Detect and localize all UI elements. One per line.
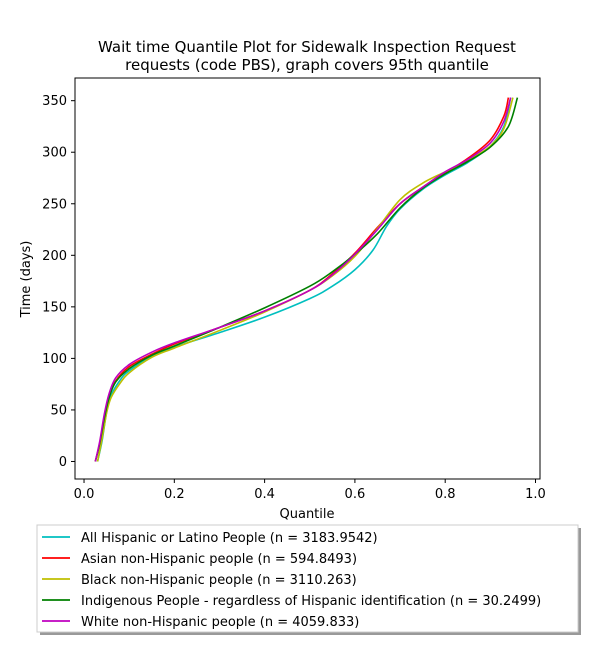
y-tick-label: 0: [59, 455, 67, 470]
y-tick-label: 250: [42, 197, 67, 212]
series-line-3: [94, 97, 519, 462]
x-axis-label: Quantile: [280, 507, 335, 522]
series-line-1: [94, 97, 510, 462]
x-axis: 0.0 0.2 0.4 0.6 0.8 1.0: [74, 479, 546, 502]
series-line-0: [96, 97, 512, 462]
legend-box: [36, 524, 579, 633]
y-tick-label: 150: [42, 300, 67, 315]
legend-label-3: Indigenous People - regardless of Hispan…: [81, 594, 541, 609]
y-axis-label: Time (days): [19, 241, 34, 319]
legend-label-4: White non-Hispanic people (n = 4059.833): [81, 615, 359, 630]
y-tick-label: 50: [50, 403, 67, 418]
x-tick-label: 0.6: [345, 487, 366, 502]
x-tick-label: 1.0: [525, 487, 546, 502]
y-tick-label: 300: [42, 146, 67, 161]
series-line-2: [96, 97, 514, 462]
legend-label-0: All Hispanic or Latino People (n = 3183.…: [81, 531, 378, 546]
y-tick-label: 200: [42, 249, 67, 264]
x-tick-label: 0.0: [74, 487, 95, 502]
legend-label-2: Black non-Hispanic people (n = 3110.263): [81, 573, 357, 588]
plot-frame: [74, 77, 541, 480]
x-tick-label: 0.4: [254, 487, 275, 502]
series-line-4: [94, 97, 512, 462]
chart-title-line-2: requests (code PBS), graph covers 95th q…: [125, 56, 489, 74]
y-tick-label: 100: [42, 352, 67, 367]
x-tick-label: 0.8: [435, 487, 456, 502]
y-axis: 0 50 100 150 200 250 300 350: [42, 94, 75, 470]
x-tick-label: 0.2: [164, 487, 185, 502]
legend-items: All Hispanic or Latino People (n = 3183.…: [42, 531, 541, 630]
legend: All Hispanic or Latino People (n = 3183.…: [36, 524, 581, 635]
plot-lines: [94, 97, 519, 462]
chart-title-line-1: Wait time Quantile Plot for Sidewalk Ins…: [98, 38, 516, 56]
legend-label-1: Asian non-Hispanic people (n = 594.8493): [81, 552, 357, 567]
y-tick-label: 350: [42, 94, 67, 109]
